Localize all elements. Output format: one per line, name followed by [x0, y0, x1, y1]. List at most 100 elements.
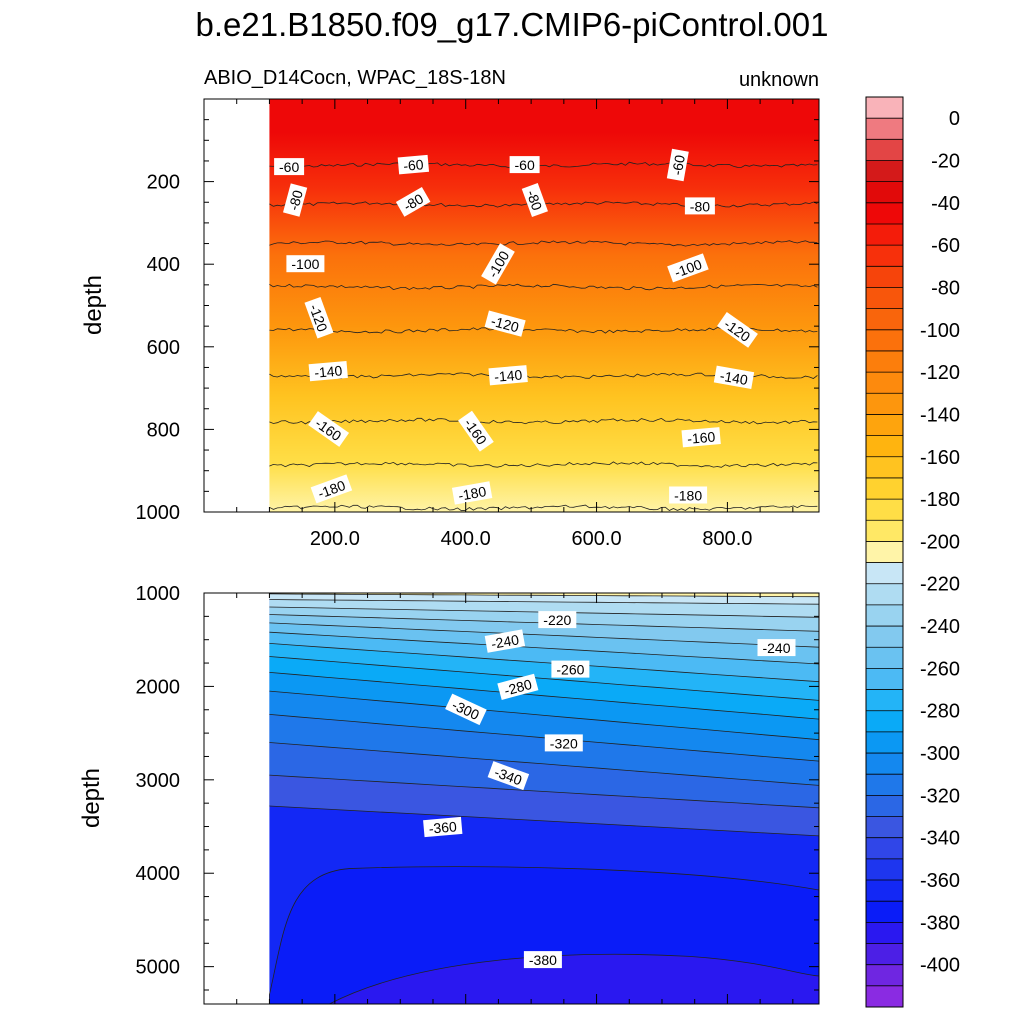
colorbar: 0 -20 -40 -60 -80 -100 -120 -140 -160 -180 -200 -22…	[865, 96, 960, 1008]
top-contour-label-box	[484, 310, 526, 337]
top-contour-label: -140	[308, 360, 348, 382]
top-contour-label: -160	[681, 427, 721, 448]
bottom-band	[269, 691, 819, 762]
bottom-contour-line-400	[329, 953, 819, 1004]
top-contour-label-box	[717, 312, 758, 348]
top-contour-label-box	[669, 486, 708, 504]
colorbar-tick-label: -180	[920, 489, 960, 511]
colorbar-swatch	[866, 710, 903, 733]
top-contour-label: -60	[509, 156, 540, 174]
bottom-contour-label-box	[544, 734, 583, 752]
bottom-contour-label: -360	[423, 816, 463, 838]
colorbar-swatch	[866, 816, 903, 839]
bottom-band	[269, 593, 819, 605]
bottom-ytick-label: 1000	[136, 583, 181, 605]
colorbar-swatch	[866, 266, 903, 288]
colorbar-swatch	[866, 160, 903, 183]
top-contour-label: -60	[397, 154, 430, 175]
top-contour-label-box	[274, 158, 305, 176]
colorbar-swatch	[866, 562, 903, 585]
colorbar-swatch	[866, 329, 903, 352]
top-contour-label: -80	[684, 197, 715, 215]
top-contour-label-box	[395, 187, 431, 217]
colorbar-tick-label: -160	[920, 447, 960, 469]
bottom-contour-label: -220	[538, 611, 577, 629]
colorbar-swatch	[866, 753, 903, 775]
top-contour-line	[269, 161, 818, 169]
bottom-band	[269, 714, 819, 786]
colorbar-swatch	[866, 943, 903, 966]
bottom-contour-label-text: -220	[543, 612, 571, 628]
top-contour-label-box	[667, 253, 709, 283]
top-contour-label: -180	[669, 486, 708, 504]
top-contour-label-box	[488, 365, 528, 386]
bottom-contour-line	[269, 805, 819, 837]
top-contour-line	[269, 283, 818, 291]
top-contour-label: -160	[308, 411, 350, 447]
bottom-band	[269, 614, 819, 648]
bottom-ytick-label: 5000	[136, 957, 181, 979]
colorbar-tick-label: -400	[920, 955, 960, 977]
bottom-ytick-label: 2000	[136, 676, 181, 698]
top-contour-label-box	[521, 183, 548, 218]
colorbar-swatch	[866, 350, 903, 373]
top-ytick-label: 800	[147, 419, 180, 441]
top-contour-label: -140	[488, 365, 528, 386]
bottom-band	[269, 742, 819, 808]
colorbar-tick-label: -300	[920, 743, 960, 765]
top-contour-label-box	[308, 360, 348, 382]
bottom-contour-label: -240	[757, 639, 796, 657]
bottom-plot-frame	[203, 592, 820, 1005]
bottom-band	[269, 643, 819, 701]
top-axes: 200.0 400.0 600.0 800.0 200 400 600 800 1000	[136, 98, 819, 550]
colorbar-swatch	[866, 668, 903, 690]
colorbar-swatch	[866, 964, 903, 987]
bottom-contour-label-box	[487, 761, 530, 791]
colorbar-swatch	[866, 181, 903, 204]
bottom-axes: 1000 2000 3000 4000 5000	[136, 583, 819, 1004]
colorbar-swatch	[866, 372, 903, 394]
colorbar-swatch	[866, 435, 903, 458]
colorbar-swatch	[866, 901, 903, 923]
top-contour-line	[269, 461, 818, 468]
bottom-contour-label-box	[757, 639, 796, 657]
top-contour-line	[269, 240, 818, 247]
colorbar-swatch	[866, 985, 903, 1008]
top-contour-label-box	[666, 148, 689, 182]
bottom-contour-line	[269, 742, 819, 786]
bottom-contour-line	[269, 656, 819, 701]
colorbar-tick-label: -260	[920, 658, 960, 680]
colorbar-tick-label: -80	[931, 277, 960, 299]
bottom-contour-label-text: -240	[762, 640, 790, 656]
colorbar-tick-label: -320	[920, 785, 960, 807]
top-contour-label-text: -140	[719, 367, 750, 388]
bottom-band	[269, 656, 819, 720]
bottom-contour-line	[269, 631, 819, 665]
bottom-contour-line	[269, 690, 819, 741]
colorbar-swatch	[866, 795, 903, 817]
bottom-contour-label-box	[538, 611, 577, 629]
bottom-contour-label: -240	[484, 629, 526, 653]
bottom-contour-line	[269, 599, 819, 605]
top-contour-label-box	[451, 481, 493, 505]
top-contour-label-text: -60	[279, 159, 299, 175]
top-contour-label-box	[509, 156, 540, 174]
colorbar-swatch	[866, 202, 903, 225]
top-contour-label-box	[310, 474, 353, 504]
bottom-contour-label-box	[484, 629, 526, 653]
top-contour-label-text: -180	[674, 488, 702, 504]
bottom-contour-line	[269, 643, 819, 683]
colorbar-swatch	[866, 287, 903, 310]
top-contour-label: -180	[451, 481, 493, 505]
top-contour-label-box	[397, 154, 430, 175]
top-contour-label-text: -80	[523, 188, 545, 213]
top-xtick-label: 200.0	[310, 528, 360, 550]
colorbar-tick-label: -120	[920, 362, 960, 384]
colorbar-swatch	[866, 118, 903, 140]
colorbar-swatch	[866, 583, 903, 606]
colorbar-swatch	[866, 541, 903, 563]
colorbar-swatch	[866, 477, 903, 500]
bottom-contour-label-box	[445, 693, 487, 726]
colorbar-tick-label: -220	[920, 574, 960, 596]
